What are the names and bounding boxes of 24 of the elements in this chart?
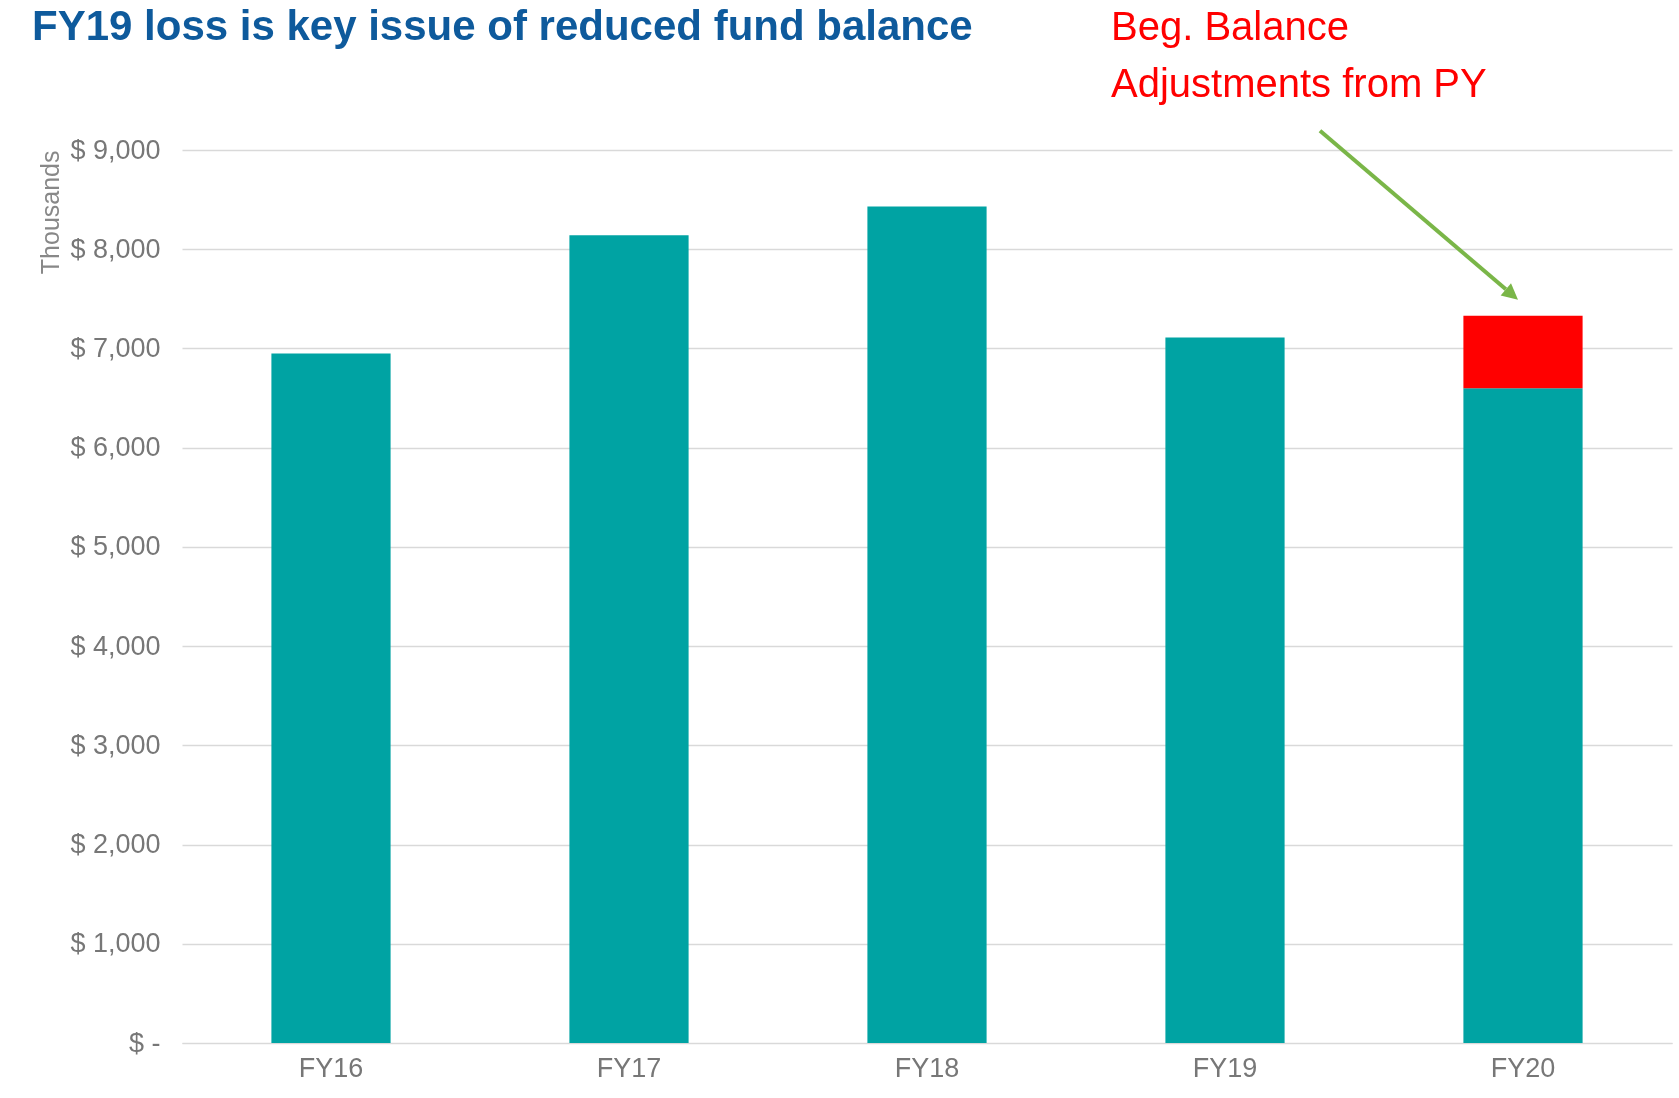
text: Beg. Balance Adjustments from PY bbox=[1111, 3, 1487, 105]
y-tick-label: $ 1,000 bbox=[70, 928, 161, 959]
y-tick-label: $ 9,000 bbox=[70, 134, 161, 165]
x-tick-label: FY17 bbox=[596, 1052, 662, 1083]
x-tick-label: FY20 bbox=[1490, 1052, 1556, 1083]
y-tick-label: $ 4,000 bbox=[70, 630, 161, 661]
chart-title: FY19 loss is key issue of reduced fund balance bbox=[32, 2, 973, 49]
y-tick-label: $ 8,000 bbox=[70, 233, 161, 264]
bar bbox=[1463, 388, 1583, 1043]
y-axis-title: Thousands bbox=[36, 150, 65, 275]
y-tick-label: $ - bbox=[128, 1027, 161, 1058]
bar bbox=[1463, 315, 1583, 389]
bar bbox=[1165, 337, 1285, 1043]
y-tick-label: $ 6,000 bbox=[70, 432, 161, 463]
y-tick-label: $ 3,000 bbox=[70, 729, 161, 760]
bar bbox=[867, 206, 987, 1043]
y-tick-label: $ 2,000 bbox=[70, 829, 161, 860]
y-tick-label: $ 5,000 bbox=[70, 531, 161, 562]
y-tick-label: $ 7,000 bbox=[70, 332, 161, 363]
bar bbox=[569, 235, 689, 1043]
x-tick-label: FY16 bbox=[298, 1052, 364, 1083]
x-tick-label: FY19 bbox=[1192, 1052, 1258, 1083]
x-tick-label: FY18 bbox=[894, 1052, 960, 1083]
bar bbox=[271, 353, 391, 1043]
